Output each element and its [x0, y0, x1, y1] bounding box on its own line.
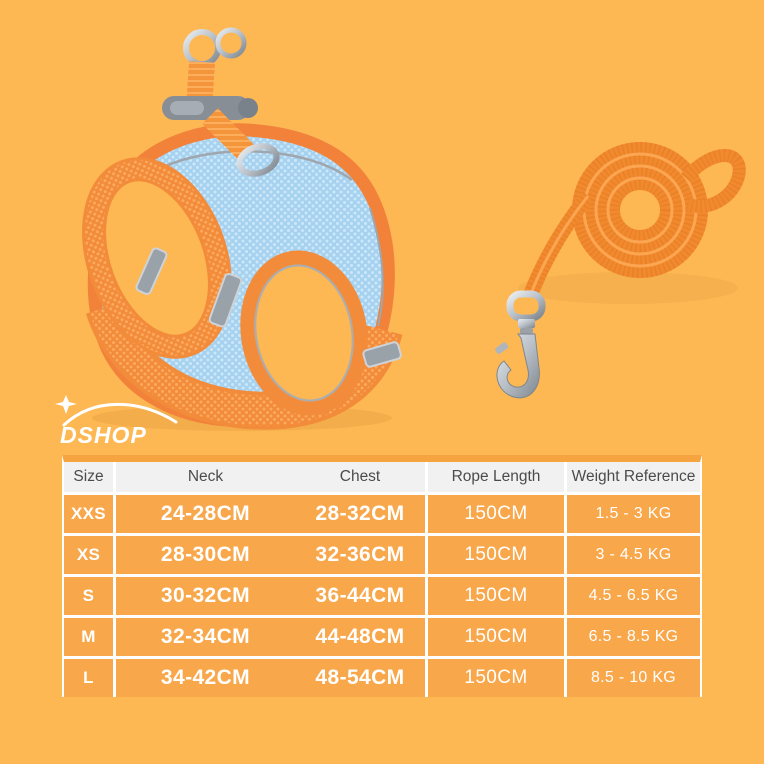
cell-weight: 3 - 4.5 KG	[567, 536, 700, 574]
cell-neck: 32-34CM	[116, 618, 295, 656]
cell-chest: 28-32CM	[295, 495, 428, 533]
header-neck: Neck	[116, 462, 295, 492]
leash-attachment-strap	[202, 108, 254, 160]
leg-hole	[240, 250, 368, 416]
cell-rope: 150CM	[428, 536, 567, 574]
cell-size: XS	[64, 536, 116, 574]
d-ring-icon	[236, 143, 280, 177]
header-chest: Chest	[295, 462, 428, 492]
cell-size: L	[64, 659, 116, 697]
logo-text: DSHOP	[60, 422, 147, 448]
size-chart-table: Size Neck Chest Rope Length Weight Refer…	[62, 455, 702, 697]
header-rope-length: Rope Length	[428, 462, 567, 492]
cell-rope: 150CM	[428, 618, 567, 656]
harness-strap-buckle	[162, 61, 258, 120]
leash-coil	[572, 142, 708, 278]
metal-top-rings-icon	[183, 27, 247, 67]
cell-chest: 44-48CM	[295, 618, 428, 656]
table-header-row: Size Neck Chest Rope Length Weight Refer…	[64, 462, 700, 492]
cell-weight: 4.5 - 6.5 KG	[567, 577, 700, 615]
cell-neck: 34-42CM	[116, 659, 295, 697]
cell-weight: 8.5 - 10 KG	[567, 659, 700, 697]
table-row: XXS 24-28CM 28-32CM 150CM 1.5 - 3 KG	[64, 495, 700, 533]
leash-strap	[523, 191, 594, 299]
cell-neck: 30-32CM	[116, 577, 295, 615]
cell-weight: 1.5 - 3 KG	[567, 495, 700, 533]
bottom-band	[85, 301, 403, 430]
cell-size: XXS	[64, 495, 116, 533]
cell-chest: 48-54CM	[295, 659, 428, 697]
harness-image	[82, 27, 403, 431]
reflective-strips	[135, 247, 402, 368]
logo-swoosh	[62, 402, 178, 427]
leash-handle-loop	[681, 149, 746, 213]
leash-image	[495, 142, 746, 399]
table-row: L 34-42CM 48-54CM 150CM 8.5 - 10 KG	[64, 659, 700, 697]
cell-rope: 150CM	[428, 495, 567, 533]
cell-neck: 24-28CM	[116, 495, 295, 533]
cell-weight: 6.5 - 8.5 KG	[567, 618, 700, 656]
cell-size: M	[64, 618, 116, 656]
table-row: M 32-34CM 44-48CM 150CM 6.5 - 8.5 KG	[64, 618, 700, 656]
table-row: S 30-32CM 36-44CM 150CM 4.5 - 6.5 KG	[64, 577, 700, 615]
header-weight-reference: Weight Reference	[567, 462, 700, 492]
header-size: Size	[64, 462, 116, 492]
cell-neck: 28-30CM	[116, 536, 295, 574]
cell-rope: 150CM	[428, 659, 567, 697]
table-row: XS 28-30CM 32-36CM 150CM 3 - 4.5 KG	[64, 536, 700, 574]
logo-star-icon	[55, 395, 77, 414]
cell-size: S	[64, 577, 116, 615]
side-piping	[369, 207, 384, 327]
snap-hook-icon	[495, 290, 546, 399]
cell-chest: 32-36CM	[295, 536, 428, 574]
cell-chest: 36-44CM	[295, 577, 428, 615]
dshop-logo: DSHOP	[55, 395, 178, 448]
leash-shadow	[518, 272, 738, 304]
cell-rope: 150CM	[428, 577, 567, 615]
